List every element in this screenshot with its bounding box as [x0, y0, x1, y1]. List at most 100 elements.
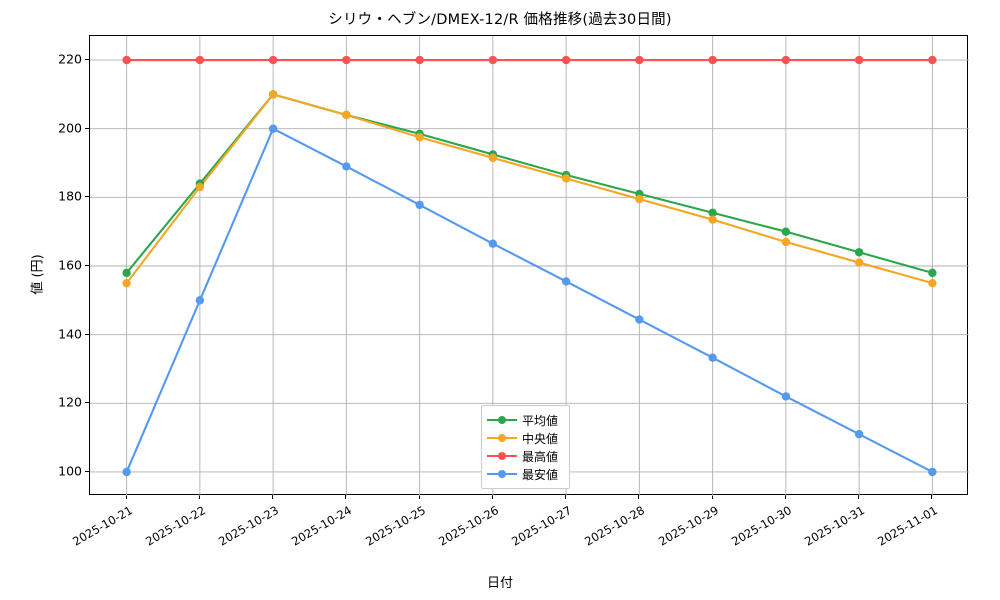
x-tick-mark-1 [198, 495, 200, 499]
legend-swatch-icon [487, 432, 517, 444]
x-tick-mark-4 [418, 495, 420, 499]
data-point-3-0 [122, 467, 131, 477]
data-point-2-4 [415, 55, 424, 65]
series-line-0 [125, 93, 934, 274]
data-point-1-4 [415, 133, 424, 142]
y-axis-label: 値 (円) [30, 254, 46, 295]
x-tick-label-7: 2025-10-28 [582, 503, 648, 549]
series-lines [122, 55, 937, 477]
x-tick-mark-3 [345, 495, 347, 499]
legend-dot [498, 470, 506, 478]
x-tick-label-8: 2025-10-29 [655, 503, 721, 549]
y-tick-mark-1 [85, 402, 89, 404]
data-point-3-9 [781, 392, 791, 401]
chart-title: シリウ・ヘブン/DMEX-12/R 価格推移(過去30日間) [328, 12, 672, 28]
legend-item-3[interactable]: 最安値 [487, 465, 564, 483]
legend-item-1[interactable]: 中央値 [487, 429, 564, 447]
data-point-2-3 [342, 55, 351, 65]
data-point-3-10 [854, 430, 864, 439]
y-tick-label-6: 220 [58, 51, 82, 67]
x-axis-label: 日付 [486, 576, 513, 591]
legend-swatch-icon [487, 450, 517, 462]
x-tick-label-4: 2025-10-25 [362, 503, 428, 549]
x-tick-label-2: 2025-10-23 [216, 503, 282, 549]
legend-swatch-icon [487, 414, 517, 426]
data-point-2-8 [708, 55, 717, 65]
data-point-2-1 [195, 55, 205, 65]
x-tick-mark-10 [858, 495, 860, 499]
y-tick-label-4: 180 [58, 188, 82, 204]
x-tick-label-11: 2025-11-01 [875, 503, 941, 549]
data-point-0-0 [122, 268, 131, 278]
x-tick-mark-7 [638, 495, 640, 499]
data-point-3-7 [635, 315, 644, 324]
x-tick-mark-6 [565, 495, 567, 499]
x-tick-label-10: 2025-10-31 [802, 503, 868, 549]
y-tick-label-2: 140 [58, 326, 82, 342]
x-tick-mark-0 [125, 495, 127, 499]
legend-dot [498, 416, 506, 424]
data-point-0-11 [928, 268, 937, 278]
data-point-2-5 [488, 55, 498, 65]
x-tick-mark-2 [272, 495, 274, 499]
legend-dot [498, 434, 506, 442]
data-point-3-2 [268, 124, 278, 133]
chart-legend: 平均値中央値 最高値最安値 [481, 405, 570, 489]
data-point-1-2 [268, 90, 278, 99]
legend-label: 平均値 [522, 413, 559, 428]
data-point-0-10 [854, 248, 864, 257]
data-point-1-1 [195, 182, 205, 192]
y-tick-mark-0 [85, 470, 89, 472]
legend-item-0[interactable]: 平均値 [487, 411, 564, 429]
data-point-3-5 [488, 239, 498, 248]
x-tick-label-9: 2025-10-30 [728, 503, 794, 549]
data-point-3-11 [928, 467, 937, 477]
legend-swatch-icon [487, 468, 517, 480]
legend-label: 最安値 [522, 467, 559, 482]
data-point-1-11 [928, 278, 937, 288]
data-point-1-8 [708, 215, 717, 224]
data-point-3-4 [415, 200, 424, 210]
data-point-1-7 [635, 194, 644, 204]
x-tick-label-0: 2025-10-21 [69, 503, 135, 549]
x-tick-mark-8 [711, 495, 713, 499]
x-tick-mark-9 [784, 495, 786, 499]
data-point-1-0 [122, 278, 131, 288]
data-point-3-6 [561, 277, 571, 286]
y-tick-mark-2 [85, 333, 89, 335]
y-tick-mark-4 [85, 196, 89, 198]
series-line-3 [125, 127, 934, 474]
data-point-3-1 [195, 296, 205, 305]
x-tick-mark-5 [491, 495, 493, 499]
data-point-2-10 [854, 55, 864, 65]
x-tick-label-5: 2025-10-26 [435, 503, 501, 549]
legend-item-2[interactable]: 最高値 [487, 447, 564, 465]
y-tick-label-0: 100 [58, 463, 82, 479]
x-tick-label-3: 2025-10-24 [289, 503, 355, 549]
data-point-1-9 [781, 237, 791, 247]
x-tick-label-6: 2025-10-27 [509, 503, 575, 549]
data-point-2-2 [268, 55, 278, 65]
y-tick-label-1: 120 [58, 394, 82, 410]
x-tick-label-1: 2025-10-22 [142, 503, 208, 549]
data-point-0-8 [708, 208, 717, 217]
y-tick-mark-6 [85, 59, 89, 61]
data-point-1-10 [854, 258, 864, 267]
data-point-1-6 [561, 174, 571, 183]
y-tick-mark-5 [85, 127, 89, 129]
data-point-1-5 [488, 153, 498, 163]
series-line-1 [125, 93, 934, 285]
data-point-2-11 [928, 55, 937, 65]
y-tick-label-3: 160 [58, 257, 82, 273]
x-tick-mark-11 [931, 495, 933, 499]
data-point-2-0 [122, 55, 131, 65]
data-point-1-3 [342, 110, 351, 120]
y-tick-mark-3 [85, 265, 89, 266]
legend-label: 中央値 [522, 431, 559, 446]
legend-dot [498, 452, 506, 460]
data-point-3-8 [708, 353, 717, 362]
data-point-2-7 [635, 55, 644, 65]
plot-area [89, 35, 969, 496]
data-point-0-9 [781, 227, 791, 236]
